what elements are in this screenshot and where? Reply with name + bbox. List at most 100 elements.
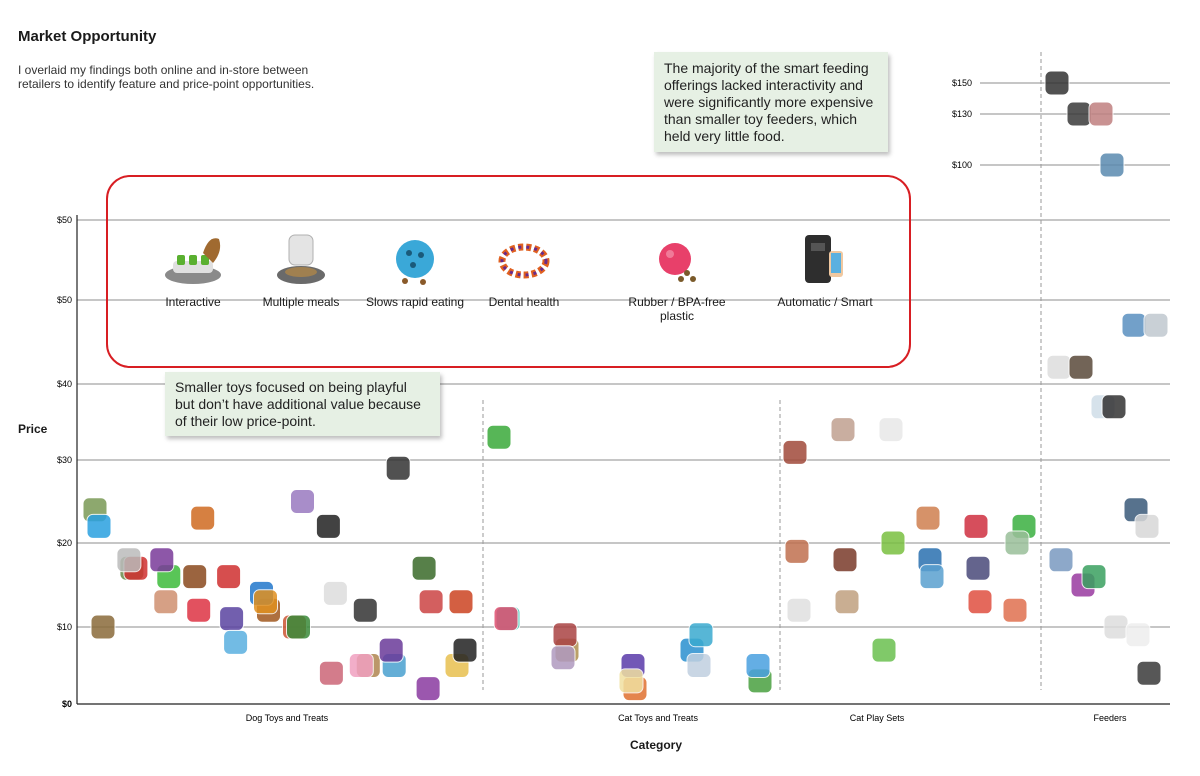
product-marker [153,589,179,615]
product-marker [1002,597,1028,623]
product-marker [1143,312,1169,338]
product-marker [1103,614,1129,640]
page-title: Market Opportunity [18,28,157,45]
product-marker [290,489,315,514]
product-marker [1081,564,1107,590]
product-marker [452,637,478,663]
product-marker [550,645,576,671]
product-marker [1136,660,1162,686]
product-marker [286,614,311,640]
product-marker [385,455,411,481]
product-marker [552,622,578,648]
product-marker [318,660,344,686]
product-marker [1134,513,1160,539]
product-marker [963,513,989,539]
product-marker [190,505,216,531]
product-marker [1048,547,1074,573]
y-tick-label: $30 [57,455,72,465]
product-marker [378,637,404,663]
product-marker [149,547,175,573]
product-marker [786,597,812,623]
rubber-ball-icon [645,233,709,287]
page-subtitle: I overlaid my findings both online and i… [18,63,315,91]
feature-rubber-bpa-free: Rubber / BPA-free plastic [612,233,742,323]
feeder-tick-label: $150 [952,78,972,88]
product-marker [967,589,993,615]
feature-dental-health: Dental health [459,233,589,309]
feature-interactive: Interactive [128,233,258,309]
product-marker [965,555,991,581]
feature-multiple-meals: Multiple meals [236,233,366,309]
product-marker [322,580,348,606]
product-marker [1044,70,1070,96]
product-marker [418,589,444,615]
feature-label: Dental health [488,295,560,309]
feature-label: Automatic / Smart [777,295,873,309]
y-tick-label: $20 [57,538,72,548]
product-marker [782,439,808,465]
y-axis-label: Price [18,422,48,436]
product-marker [315,513,341,539]
product-marker [1101,394,1127,420]
category-label: Feeders [1093,713,1127,723]
product-marker [216,564,242,590]
product-marker [493,606,519,632]
smart-feeder-icon [793,233,857,287]
product-marker [686,653,712,678]
product-marker [832,547,858,573]
x-axis-label: Category [630,738,683,752]
product-marker [182,564,208,590]
dental-rope-icon [492,233,556,287]
product-marker [1068,354,1094,380]
product-marker [90,614,116,640]
product-marker [448,589,474,615]
product-marker [348,653,374,678]
product-marker [86,513,112,539]
category-label: Cat Toys and Treats [618,713,698,723]
y-tick-label: $40 [57,379,72,389]
category-label: Dog Toys and Treats [246,713,329,723]
feature-slows-rapid-eating: Slows rapid eating [350,233,480,309]
interactive-feeder-icon [161,233,225,287]
feeder-tick-label: $130 [952,109,972,119]
product-marker [1099,152,1125,178]
feature-label: Slows rapid eating [365,295,465,309]
product-marker [1066,101,1092,127]
feeder-tick-label: $100 [952,160,972,170]
product-marker [1121,312,1147,338]
product-marker [1046,354,1072,380]
product-marker [223,629,249,655]
category-label: Cat Play Sets [850,713,905,723]
product-marker [219,606,245,632]
product-marker [784,538,810,564]
product-marker [253,589,278,615]
product-marker [1088,101,1114,127]
y-tick-label: $10 [57,622,72,632]
product-marker [834,589,860,615]
product-marker [486,424,512,450]
product-marker [915,505,941,531]
smart-feeding-note: The majority of the smart feeding offeri… [654,52,888,152]
feature-label: Multiple meals [262,295,340,309]
product-marker [919,564,945,590]
feature-label: Rubber / BPA-free plastic [628,295,726,323]
product-marker [186,597,212,623]
product-marker [352,597,378,623]
smaller-toys-note: Smaller toys focused on being playful bu… [165,372,440,436]
product-marker [871,637,897,663]
product-marker [415,676,441,702]
product-marker [618,668,644,694]
product-marker [116,547,142,573]
product-marker [688,622,714,648]
product-marker [411,555,437,581]
gravity-feeder-icon [269,233,333,287]
feature-label: Interactive [165,295,221,309]
feature-automatic-smart: Automatic / Smart [760,233,890,309]
product-marker [878,417,904,443]
product-marker [1004,530,1030,556]
product-marker [830,417,856,443]
y-tick-label: $0 [62,699,72,709]
y-tick-label: $50 [57,295,72,305]
feature-highlight-box [106,175,911,368]
